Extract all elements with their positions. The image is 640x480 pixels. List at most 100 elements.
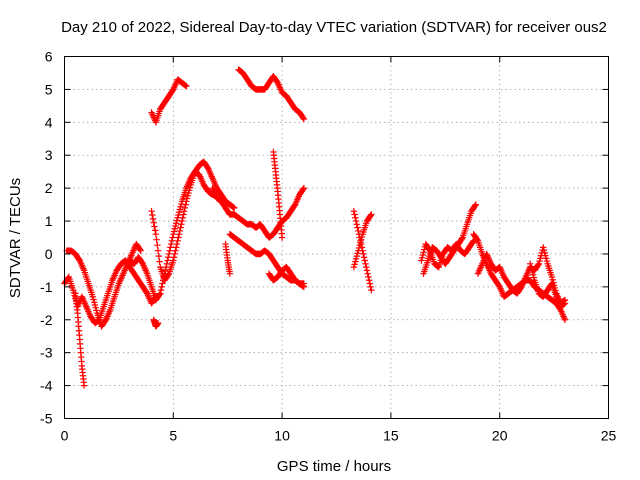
data-point: [471, 202, 479, 209]
data-point: [474, 236, 481, 243]
y-tick-label: 3: [45, 147, 53, 163]
x-tick-label: 10: [274, 428, 290, 444]
data-point: [92, 304, 99, 311]
data-point: [535, 260, 543, 268]
data-point: [172, 222, 179, 230]
data-point: [169, 87, 176, 94]
data-point: [166, 247, 173, 254]
data-point: [180, 211, 187, 218]
data-point: [361, 257, 368, 264]
data-point: [185, 189, 192, 197]
data-point: [178, 221, 185, 228]
data-point: [526, 260, 534, 268]
data-point: [165, 250, 173, 258]
data-point: [186, 187, 193, 194]
data-point: [299, 114, 307, 122]
y-tick-label: 6: [45, 49, 53, 65]
data-point: [172, 247, 179, 254]
data-point: [170, 228, 178, 235]
data-point: [542, 255, 550, 262]
data-point: [355, 247, 362, 254]
data-point: [540, 244, 547, 251]
series-track-e: [148, 158, 238, 284]
data-point: [364, 270, 371, 277]
data-point: [357, 236, 365, 243]
data-point: [151, 223, 158, 230]
data-point: [536, 257, 543, 265]
data-point: [143, 289, 150, 296]
y-tick-label: -5: [40, 411, 53, 427]
data-point: [350, 207, 358, 215]
y-tick-label: -3: [40, 345, 53, 361]
data-point: [300, 184, 308, 192]
data-point: [173, 240, 181, 248]
data-point: [91, 299, 98, 306]
series-track-i: [209, 184, 308, 241]
data-point: [352, 217, 360, 225]
data-point: [158, 283, 165, 291]
data-point: [137, 247, 144, 254]
data-point: [291, 202, 298, 209]
data-point: [165, 271, 172, 278]
data-point: [354, 250, 361, 257]
data-point: [179, 214, 186, 221]
data-point: [528, 266, 535, 273]
data-point: [561, 300, 569, 307]
data-point: [226, 270, 234, 277]
data-point: [356, 241, 363, 249]
data-point: [273, 78, 281, 85]
data-point: [178, 217, 186, 225]
data-point: [175, 209, 183, 216]
data-point: [418, 254, 426, 261]
data-point: [186, 184, 194, 191]
data-point: [367, 283, 374, 291]
data-point: [151, 227, 159, 234]
series-track-k: [270, 148, 286, 241]
data-point: [350, 263, 358, 271]
data-point: [355, 244, 363, 252]
data-point: [156, 258, 163, 265]
data-point: [353, 221, 361, 228]
data-point: [300, 115, 308, 123]
data-point: [152, 231, 160, 238]
data-point: [75, 256, 83, 263]
data-point: [204, 164, 211, 171]
data-point: [170, 257, 177, 264]
data-point: [180, 207, 188, 215]
data-point: [365, 277, 373, 284]
data-point: [162, 267, 169, 274]
data-point: [169, 234, 176, 241]
data-point: [542, 252, 549, 259]
data-point: [352, 258, 359, 265]
series-track-q: [418, 237, 477, 271]
data-point: [547, 281, 555, 288]
data-point: [184, 192, 192, 200]
data-point: [155, 252, 162, 260]
series-track-h: [235, 66, 308, 123]
data-point: [177, 224, 184, 231]
y-tick-label: 0: [45, 246, 53, 262]
chart-title: Day 210 of 2022, Sidereal Day-to-day VTE…: [61, 19, 607, 36]
data-point: [426, 246, 433, 253]
data-point: [170, 254, 178, 261]
data-point: [548, 273, 556, 281]
y-tick-label: -1: [40, 279, 53, 295]
series-track-l: [265, 263, 308, 291]
data-point: [136, 246, 144, 253]
data-point: [495, 282, 503, 289]
data-point: [278, 234, 286, 241]
data-point: [527, 263, 535, 270]
data-point: [360, 250, 367, 258]
series-track-o: [350, 211, 375, 271]
data-point: [154, 247, 162, 254]
data-point: [154, 241, 161, 249]
data-point: [149, 215, 157, 223]
data-point: [541, 249, 548, 257]
series-track-b: [72, 290, 88, 389]
data-point: [366, 280, 374, 287]
data-point: [368, 286, 375, 294]
data-point: [70, 286, 77, 294]
data-point: [534, 261, 542, 269]
data-point: [182, 201, 189, 208]
